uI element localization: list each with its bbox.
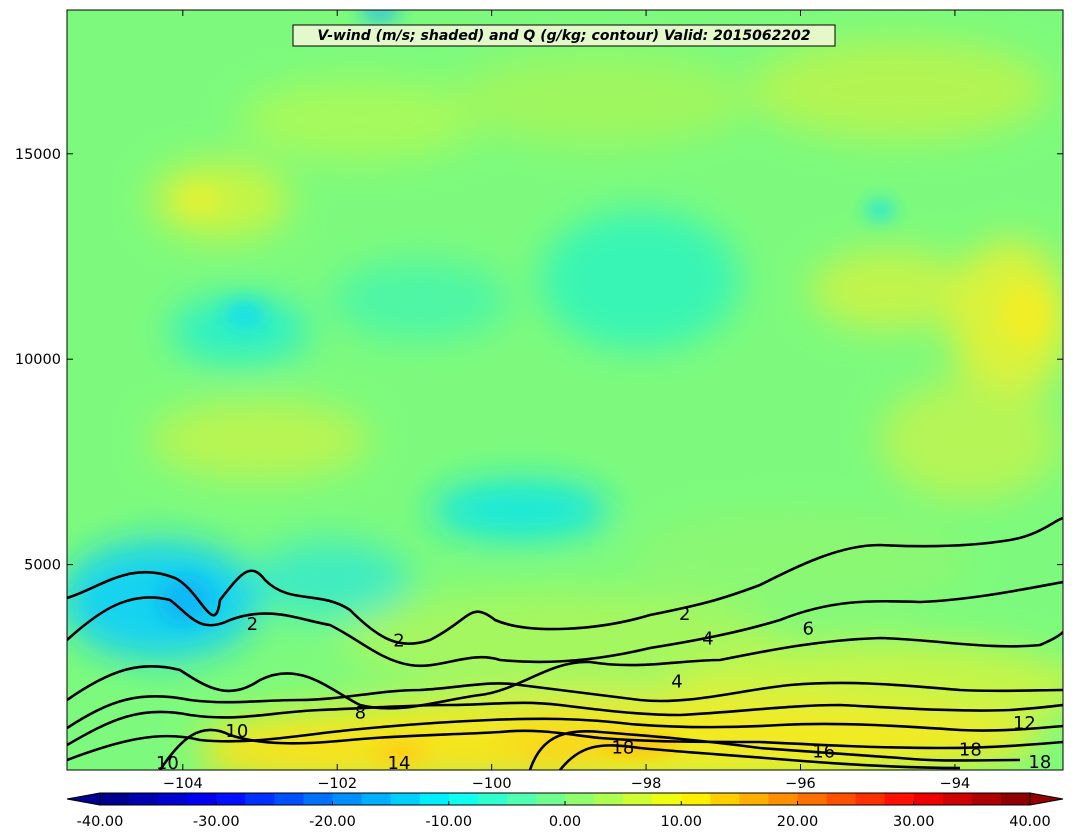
y-tick-label: 5000 bbox=[24, 558, 61, 574]
contour-18 bbox=[558, 744, 961, 770]
contour-label: 4 bbox=[702, 629, 713, 650]
contour-label: 10 bbox=[156, 753, 179, 774]
shaded-field bbox=[67, 10, 1063, 770]
contour-6 bbox=[67, 631, 1063, 710]
colorbar-segment bbox=[1000, 793, 1031, 805]
colorbar-segment bbox=[855, 793, 886, 805]
contour-16 bbox=[528, 729, 1021, 770]
colorbar-segment bbox=[913, 793, 944, 805]
colorbar-tick-label: -10.00 bbox=[425, 814, 472, 830]
contour-label: 12 bbox=[1013, 713, 1036, 734]
y-axis: 5000 10000 15000 bbox=[15, 147, 1063, 574]
colorbar-tick-label: -40.00 bbox=[77, 814, 124, 830]
contour-14 bbox=[158, 728, 1063, 770]
colorbar-segment bbox=[303, 793, 333, 805]
x-tick-label: −98 bbox=[631, 776, 662, 792]
contour-label: 16 bbox=[812, 742, 835, 763]
title-text: V-wind (m/s; shaded) and Q (g/kg; contou… bbox=[317, 28, 810, 44]
colorbar-segment bbox=[739, 793, 769, 805]
contour-2 bbox=[67, 516, 1063, 645]
colorbar-segment bbox=[535, 793, 566, 805]
colorbar-segment bbox=[768, 793, 798, 805]
x-tick-label: −100 bbox=[472, 776, 512, 792]
contour-10 bbox=[67, 701, 1063, 747]
contour-label: 10 bbox=[225, 721, 248, 742]
contour-4 bbox=[67, 580, 1063, 668]
colorbar-tick-label: 10.00 bbox=[660, 814, 702, 830]
colorbar-segment bbox=[216, 793, 246, 805]
colorbar-segment bbox=[565, 793, 595, 805]
colorbar-tick-label: 0.00 bbox=[549, 814, 581, 830]
contour-label: 6 bbox=[802, 618, 813, 639]
colorbar-segment bbox=[332, 793, 363, 805]
contour-label: 18 bbox=[611, 737, 634, 758]
x-tick-label: −96 bbox=[785, 776, 816, 792]
contour-label: 14 bbox=[388, 753, 411, 774]
colorbar-tick-label: 20.00 bbox=[777, 814, 819, 830]
colorbar-segment bbox=[623, 793, 653, 805]
x-tick-label: −104 bbox=[163, 776, 203, 792]
colorbar-tick-label: -30.00 bbox=[193, 814, 240, 830]
contour-8 bbox=[67, 681, 1063, 730]
contour-label: 8 bbox=[355, 702, 366, 723]
colorbar-segment bbox=[942, 793, 973, 805]
contour-label: 2 bbox=[679, 604, 690, 625]
colorbar-segment bbox=[884, 793, 915, 805]
colorbar-segment bbox=[390, 793, 421, 805]
title-box bbox=[292, 24, 836, 47]
colorbar-segment bbox=[971, 793, 1002, 805]
colorbar-segment bbox=[100, 793, 130, 805]
colorbar-segment bbox=[361, 793, 392, 805]
chart-title: V-wind (m/s; shaded) and Q (g/kg; contou… bbox=[292, 24, 836, 47]
colorbar-segment bbox=[477, 793, 508, 805]
contour-label: 18 bbox=[1028, 752, 1051, 773]
colorbar-extend-high bbox=[1029, 792, 1064, 806]
colorbar-segment bbox=[594, 793, 624, 805]
contour-lines bbox=[67, 516, 1063, 770]
colorbar-segment bbox=[681, 793, 711, 805]
colorbar-segment bbox=[652, 793, 682, 805]
colorbar-extend-low bbox=[66, 792, 101, 806]
y-tick-label: 10000 bbox=[15, 352, 61, 368]
contour-label: 2 bbox=[247, 614, 258, 635]
colorbar-segment bbox=[129, 793, 159, 805]
x-axis: −104 −102 −100 −98 −96 −94 bbox=[163, 10, 970, 792]
colorbar-segment bbox=[826, 793, 857, 805]
plot-frame bbox=[66, 9, 1064, 771]
contour-label: 18 bbox=[959, 739, 982, 760]
colorbar: -40.00 -30.00 -20.00 -10.00 0.00 10.00 20.00 30… bbox=[66, 792, 1064, 830]
colorbar-segment bbox=[448, 793, 479, 805]
contour-12 bbox=[67, 717, 1063, 762]
x-tick-label: −94 bbox=[940, 776, 971, 792]
colorbar-segment bbox=[710, 793, 740, 805]
x-tick-label: −102 bbox=[317, 776, 357, 792]
colorbar-segment bbox=[797, 793, 828, 805]
colorbar-segment bbox=[506, 793, 537, 805]
colorbar-segment bbox=[187, 793, 217, 805]
y-tick-label: 15000 bbox=[15, 147, 61, 163]
colorbar-segment bbox=[158, 793, 188, 805]
colorbar-segment bbox=[245, 793, 275, 805]
contour-label: 4 bbox=[671, 672, 682, 693]
colorbar-segment bbox=[419, 793, 450, 805]
colorbar-tick-label: 40.00 bbox=[1009, 814, 1051, 830]
contour-label: 2 bbox=[393, 631, 404, 652]
colorbar-segment bbox=[274, 793, 304, 805]
colorbar-tick-label: 30.00 bbox=[893, 814, 935, 830]
colorbar-tick-label: -20.00 bbox=[309, 814, 356, 830]
